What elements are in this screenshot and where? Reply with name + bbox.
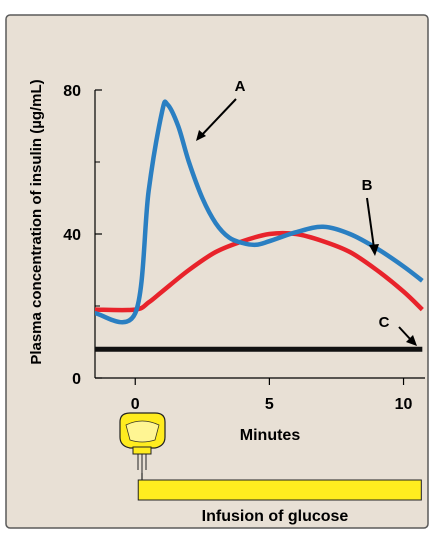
infusion-label: Infusion of glucose xyxy=(202,508,349,525)
x-tick-label: 10 xyxy=(395,396,413,413)
annotation-label-b: B xyxy=(362,177,373,194)
y-tick-label: 80 xyxy=(63,83,81,100)
x-tick-label: 5 xyxy=(265,396,274,413)
x-axis-title: Minutes xyxy=(240,427,301,444)
annotation-arrowhead-c xyxy=(406,335,417,346)
annotation-arrow-a xyxy=(199,98,237,138)
annotation-label-a: A xyxy=(235,78,246,95)
series-line-a xyxy=(94,99,424,325)
y-axis-title: Plasma concentration of insulin (µg/mL) xyxy=(28,79,45,364)
y-tick-label: 0 xyxy=(72,371,81,388)
annotation-arrow-c xyxy=(398,326,412,341)
annotation-arrowhead-a xyxy=(196,130,206,141)
series-layer xyxy=(94,99,424,352)
y-tick-label: 40 xyxy=(63,227,81,244)
x-tick-label: 0 xyxy=(131,396,140,413)
annotation-label-c: C xyxy=(379,314,390,331)
figure-background xyxy=(5,14,429,529)
y-ticks: 0 40 80 xyxy=(63,83,102,388)
x-ticks: 0 5 10 xyxy=(131,378,413,413)
infusion-bar xyxy=(137,479,422,501)
annotation-arrow-b xyxy=(366,197,375,249)
annotation-arrowhead-b xyxy=(369,244,379,256)
glucose-infusion-bag-icon xyxy=(119,412,166,480)
series-line-b xyxy=(94,230,424,313)
